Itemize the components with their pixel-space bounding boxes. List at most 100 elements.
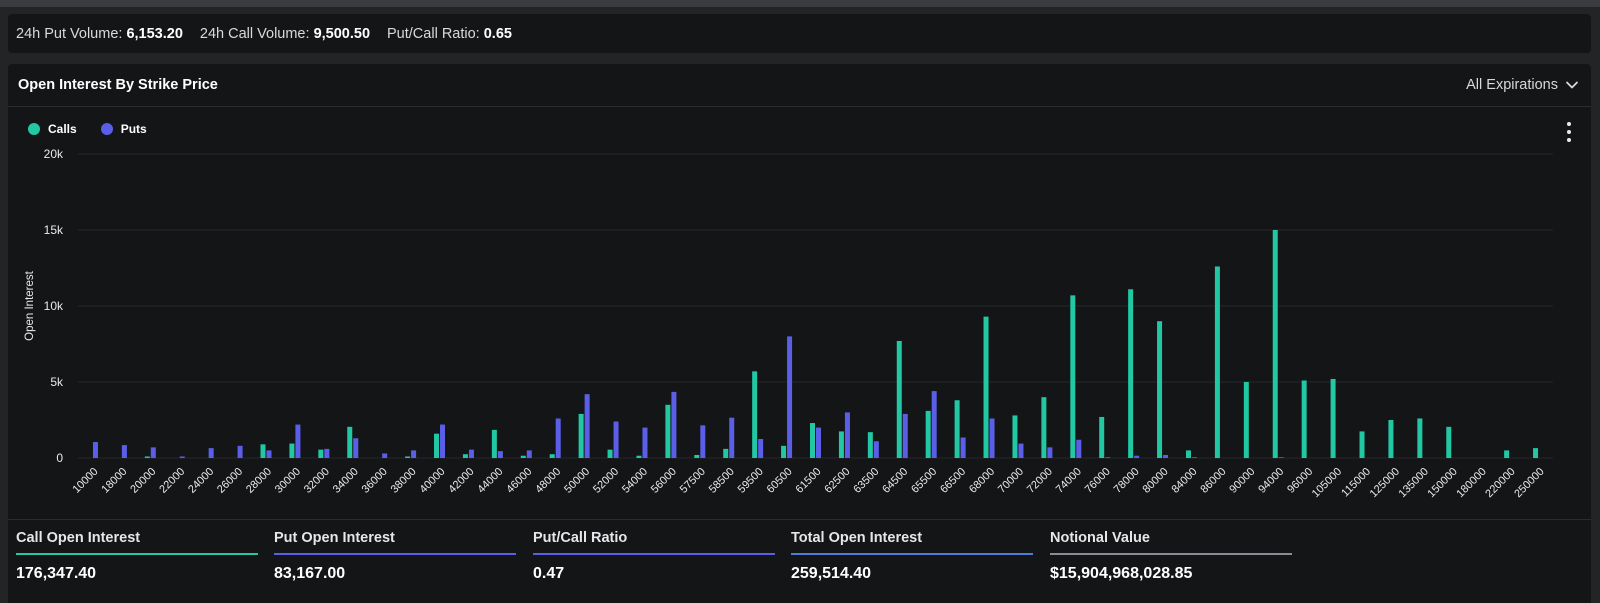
call-bar (1388, 420, 1394, 458)
x-tick-label: 76000 (1083, 466, 1113, 496)
put-call-ratio-label: Put/Call Ratio: (387, 25, 480, 42)
call-bar (896, 340, 902, 458)
call-bar (260, 444, 266, 458)
call-volume-label: 24h Call Volume: (199, 25, 310, 42)
x-tick-label: 52000 (591, 466, 621, 496)
open-interest-panel: Open Interest By Strike Price All Expira… (8, 64, 1591, 603)
call-bar (665, 404, 671, 458)
x-tick-label: 22000 (157, 466, 187, 496)
stat-put-call-ratio: Put/Call Ratio 0.47 (533, 530, 775, 583)
put-bar (266, 450, 272, 458)
call-bar (434, 433, 440, 458)
x-tick-label: 44000 (475, 466, 505, 496)
put-volume-label: 24h Put Volume: (16, 25, 123, 42)
call-volume: 24h Call Volume: 9,500.50 (200, 26, 370, 42)
x-tick-label: 125000 (1368, 466, 1402, 500)
stat-value: $15,904,968,028.85 (1050, 565, 1193, 582)
stat-put-open-interest: Put Open Interest 83,167.00 (274, 530, 516, 583)
x-tick-label: 58500 (707, 466, 737, 496)
x-tick-label: 50000 (562, 466, 592, 496)
x-tick-label: 72000 (1025, 466, 1055, 496)
put-bar (902, 413, 908, 458)
put-bar (613, 421, 619, 458)
call-bar (1041, 397, 1047, 458)
call-volume-value: 9,500.50 (313, 25, 371, 42)
call-bar (838, 431, 844, 458)
put-bar (700, 425, 706, 458)
x-tick-label: 74000 (1054, 466, 1084, 496)
put-bar (411, 450, 417, 458)
call-bar (347, 426, 353, 458)
put-bar (931, 391, 937, 458)
expiration-select[interactable]: All Expirations (1466, 77, 1579, 93)
put-bar (208, 448, 214, 458)
x-tick-label: 84000 (1169, 466, 1199, 496)
call-bar (752, 371, 758, 458)
x-tick-label: 135000 (1397, 466, 1431, 500)
x-tick-label: 26000 (215, 466, 245, 496)
call-bar (549, 454, 555, 458)
x-tick-label: 64500 (880, 466, 910, 496)
put-bar (1163, 454, 1169, 458)
put-bar (787, 336, 793, 458)
put-bar (758, 439, 764, 458)
stat-notional-value: Notional Value $15,904,968,028.85 (1050, 530, 1292, 583)
x-tick-label: 32000 (302, 466, 332, 496)
x-tick-label: 115000 (1339, 466, 1373, 500)
stat-call-open-interest: Call Open Interest 176,347.40 (16, 530, 258, 583)
put-bar (1191, 457, 1197, 458)
put-bar (1018, 443, 1024, 458)
call-bar (1214, 266, 1220, 458)
stat-label: Total Open Interest (791, 530, 923, 546)
put-bar (960, 437, 966, 458)
put-bar (844, 412, 850, 458)
put-bar (1278, 457, 1284, 458)
put-bar (468, 449, 474, 458)
x-tick-label: 56000 (649, 466, 679, 496)
x-tick-label: 66500 (938, 466, 968, 496)
put-bar (555, 418, 561, 458)
x-tick-label: 28000 (244, 466, 274, 496)
call-bar (1157, 321, 1163, 458)
put-call-ratio-value: 0.65 (483, 25, 512, 42)
stat-underline (16, 553, 258, 555)
put-bar (642, 427, 648, 458)
call-bar (1070, 295, 1076, 458)
panel-title: Open Interest By Strike Price (18, 77, 218, 93)
chevron-down-icon (1566, 81, 1578, 89)
y-axis-label: Open Interest (24, 270, 36, 340)
stat-value: 259,514.40 (791, 565, 872, 582)
legend-item-calls[interactable]: Calls (28, 122, 77, 136)
call-bar (462, 454, 468, 458)
put-bar (179, 456, 185, 458)
put-bar (295, 424, 301, 458)
put-bar (382, 453, 388, 458)
put-bar (324, 448, 330, 458)
put-call-ratio: Put/Call Ratio: 0.65 (387, 26, 512, 42)
call-bar (607, 449, 613, 458)
more-vertical-icon[interactable] (1564, 122, 1574, 142)
legend-label-puts: Puts (120, 122, 147, 136)
stat-label: Notional Value (1050, 530, 1150, 546)
put-bar (92, 442, 98, 458)
x-tick-label: 86000 (1198, 466, 1228, 496)
legend-item-puts[interactable]: Puts (100, 122, 147, 136)
x-tick-label: 18000 (99, 466, 129, 496)
x-tick-label: 150000 (1425, 466, 1459, 500)
puts-legend-dot (100, 123, 113, 135)
put-bar (150, 447, 156, 458)
call-bar (491, 429, 497, 458)
put-bar (1134, 455, 1140, 458)
x-tick-label: 40000 (418, 466, 448, 496)
x-tick-label: 105000 (1310, 466, 1344, 500)
call-bar (405, 456, 411, 458)
volume-summary-bar: 24h Put Volume: 6,153.20 24h Call Volume… (8, 14, 1591, 53)
expiration-select-label: All Expirations (1466, 77, 1558, 93)
x-tick-label: 78000 (1112, 466, 1142, 496)
put-bar (873, 441, 879, 458)
call-bar (1099, 416, 1105, 458)
y-tick-label: 0 (56, 451, 63, 465)
put-bar (237, 445, 243, 458)
y-tick-label: 15k (44, 223, 64, 237)
put-bar (121, 445, 127, 458)
